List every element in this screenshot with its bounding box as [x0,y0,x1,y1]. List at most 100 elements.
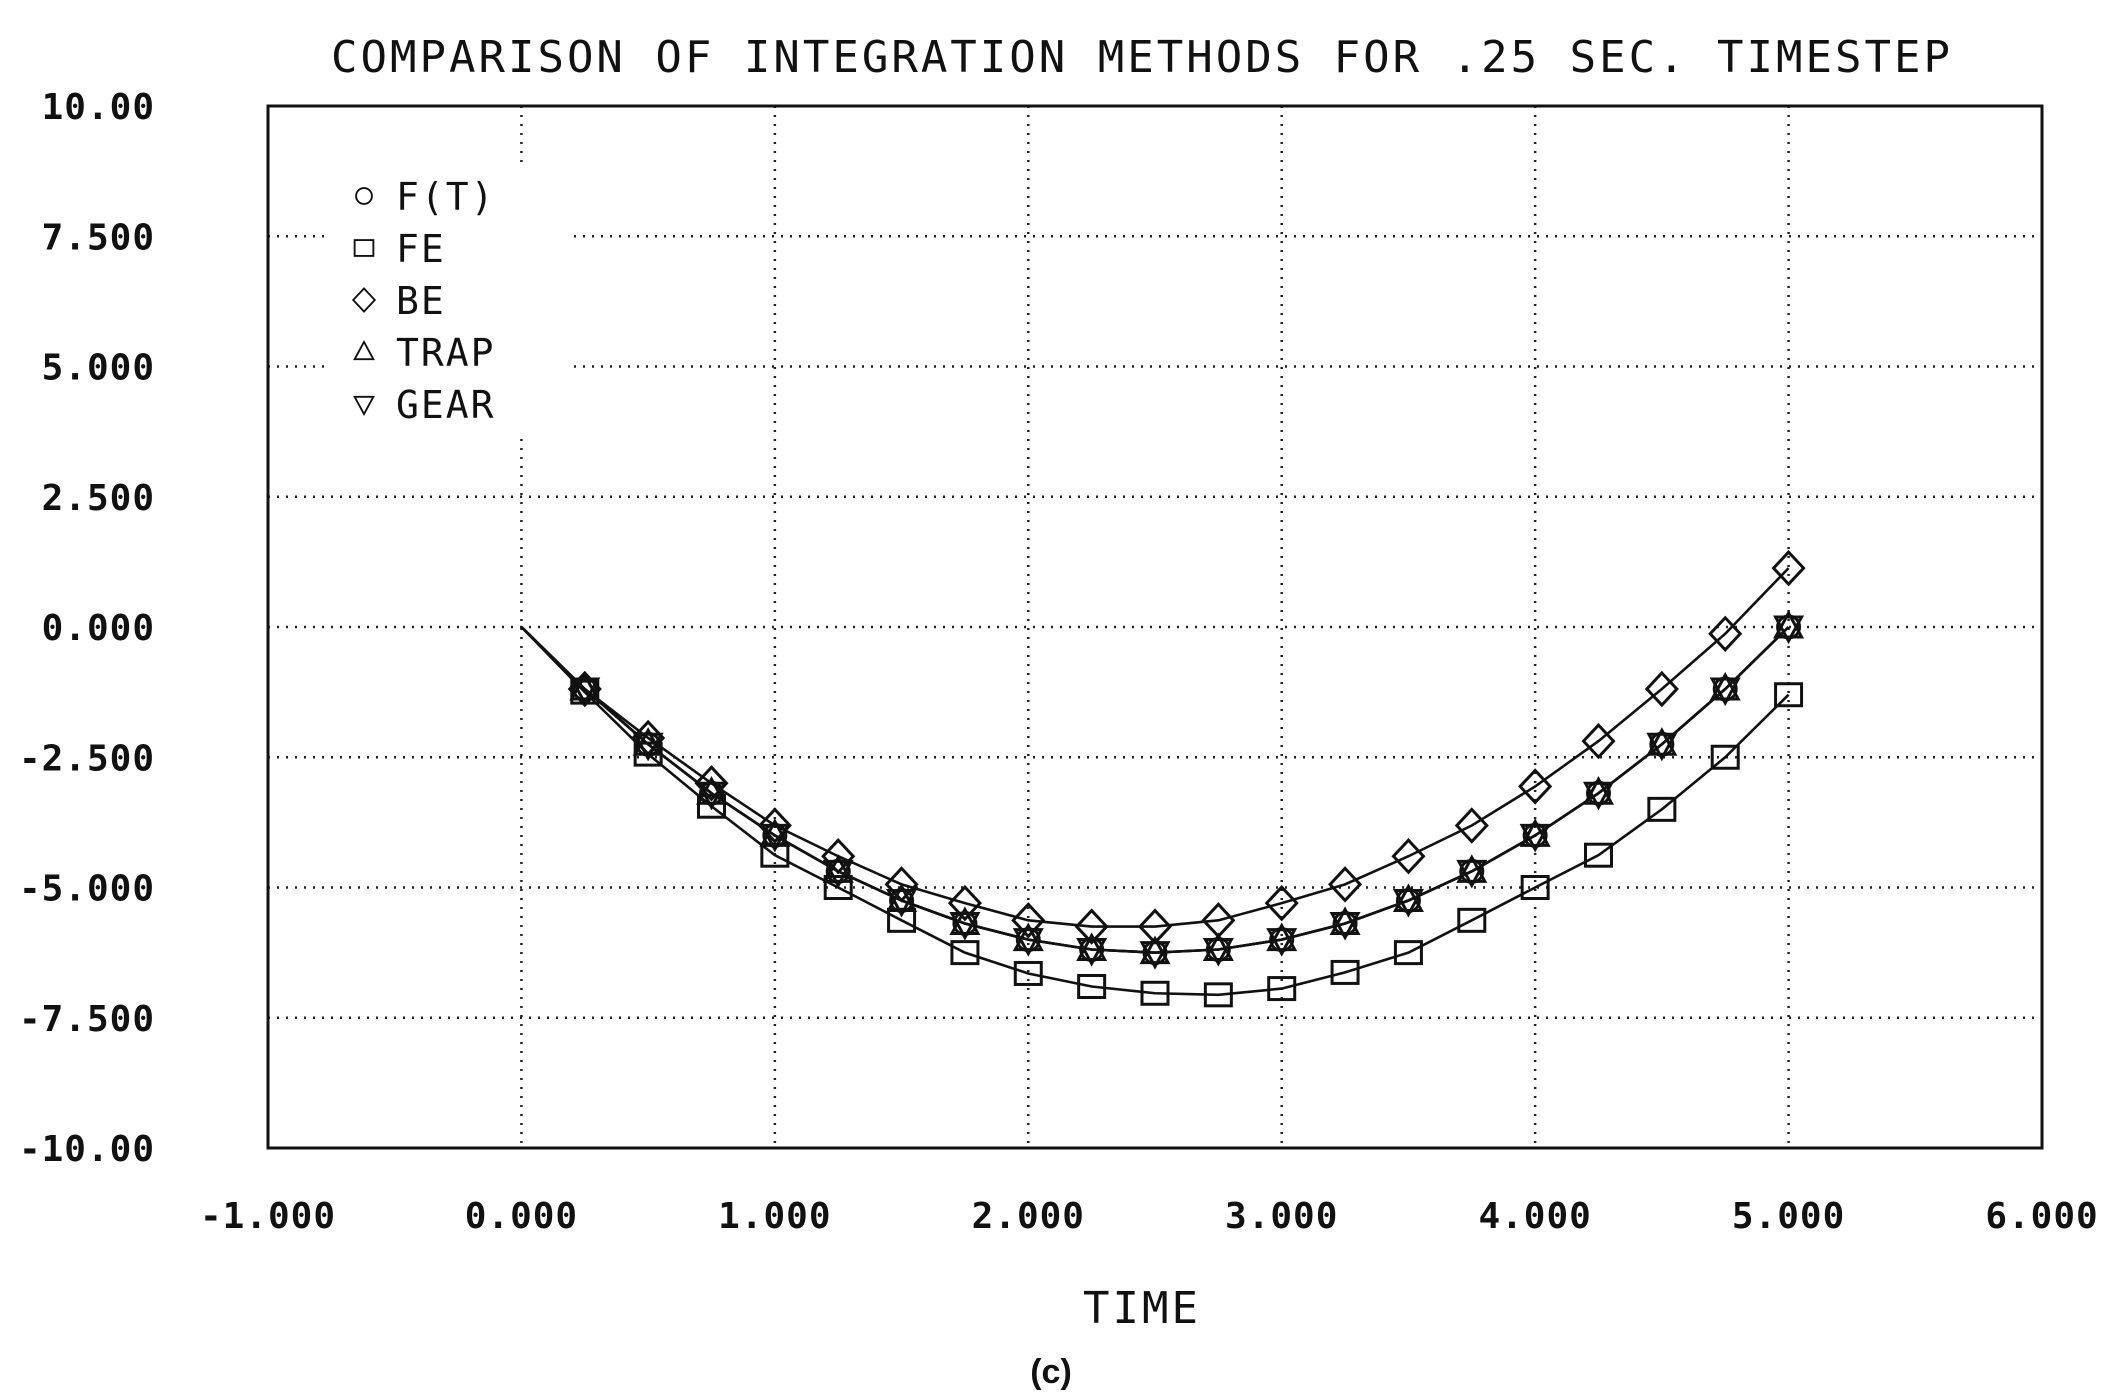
data-point [1647,796,1677,822]
y-tick-label: 7.500 [42,217,155,258]
data-point [1773,615,1805,645]
x-tick-label: 2.000 [972,1196,1085,1237]
data-point [1076,937,1108,967]
data-point [1582,781,1615,811]
series-be [520,549,1806,945]
y-tick-label: -10.00 [19,1129,155,1170]
data-point [697,793,726,819]
data-point [1584,842,1613,868]
data-point [1456,859,1488,889]
data-point [1139,935,1171,965]
data-point [1264,884,1299,922]
series-line [520,626,1790,997]
data-point [1709,677,1741,707]
data-point [1454,807,1489,844]
x-axis-label: TIME [1083,1283,1201,1334]
data-point [947,884,982,922]
data-point [1773,609,1805,639]
legend-marker [353,239,375,257]
data-point [1581,722,1616,760]
data-point [694,765,729,802]
legend-marker [353,395,375,417]
data-point [1011,902,1046,939]
data-point [1328,866,1363,903]
data-point [757,807,792,844]
data-point [569,671,601,701]
data-point [632,732,664,762]
x-tick-labels: -1.000 0.000 1.000 2.000 3.000 4.000 5.000 6.00… [200,1196,2098,1237]
plot-frame [266,104,2044,1150]
figure-caption: (c) [1030,1353,1072,1391]
data-point [1520,875,1550,900]
data-point [1644,670,1679,708]
x-tick-label: 4.000 [1478,1196,1591,1237]
data-point [1582,776,1615,805]
x-tick-label: 1.000 [718,1196,831,1237]
data-point [759,823,791,853]
data-point [569,677,601,707]
data-point [1330,959,1360,985]
data-point [632,727,664,756]
series-line [520,567,1790,928]
legend-label: GEAR [396,383,496,427]
data-point [1771,549,1806,587]
data-point [1709,671,1741,701]
data-point [1012,928,1044,957]
data-point [1077,973,1107,999]
y-tick-labels: 10.00 7.500 5.000 2.500 0.000 -2.500 -5.000 -7.… [19,87,155,1170]
data-point [1013,960,1043,986]
data-point [1266,928,1298,957]
data-point [1140,980,1170,1006]
data-point [759,818,791,847]
series-layer [520,549,1806,1008]
series-line [520,626,1790,954]
legend-label: FE [396,227,446,271]
series-gear [520,615,1805,970]
legend: F(T) FE BE TRAP GEAR [330,165,570,433]
data-point [1074,908,1109,945]
data-point [823,875,853,900]
data-point [1392,889,1424,918]
data-point [1457,907,1487,933]
legend-background [330,165,570,433]
data-point [1139,941,1171,970]
data-point [1202,937,1234,967]
series-line [520,626,1790,954]
y-tick-label: -5.000 [19,869,155,910]
y-tick-label: -7.500 [19,999,155,1040]
data-point [822,859,854,889]
x-tick-label: -1.000 [200,1196,336,1237]
data-point [1708,615,1743,652]
y-tick-label: 2.500 [42,478,155,519]
y-tick-label: -2.500 [19,738,155,779]
data-point [1774,682,1804,708]
legend-label: F(T) [396,175,496,219]
legend-marker [353,339,375,361]
data-point [1646,732,1678,762]
data-point [949,911,981,941]
data-point [1393,940,1423,966]
legend-label: BE [396,279,446,323]
data-point [1329,911,1361,941]
data-point [1518,768,1553,805]
data-point [1519,818,1551,847]
data-point [695,776,728,805]
data-point [886,889,918,918]
data-point [1456,854,1488,883]
x-tick-label: 6.000 [1985,1196,2098,1237]
data-point [1203,982,1233,1008]
data-point [1391,838,1426,875]
x-tick-label: 5.000 [1732,1196,1845,1237]
y-tick-label: 5.000 [42,348,155,389]
data-point [1646,727,1678,756]
legend-marker [351,287,377,313]
data-point [1710,744,1740,770]
series-line [520,626,1790,954]
y-tick-label: 0.000 [42,608,155,649]
legend-marker [355,187,373,205]
x-tick-label: 3.000 [1225,1196,1338,1237]
data-point [950,940,980,966]
data-point [1267,976,1297,1002]
